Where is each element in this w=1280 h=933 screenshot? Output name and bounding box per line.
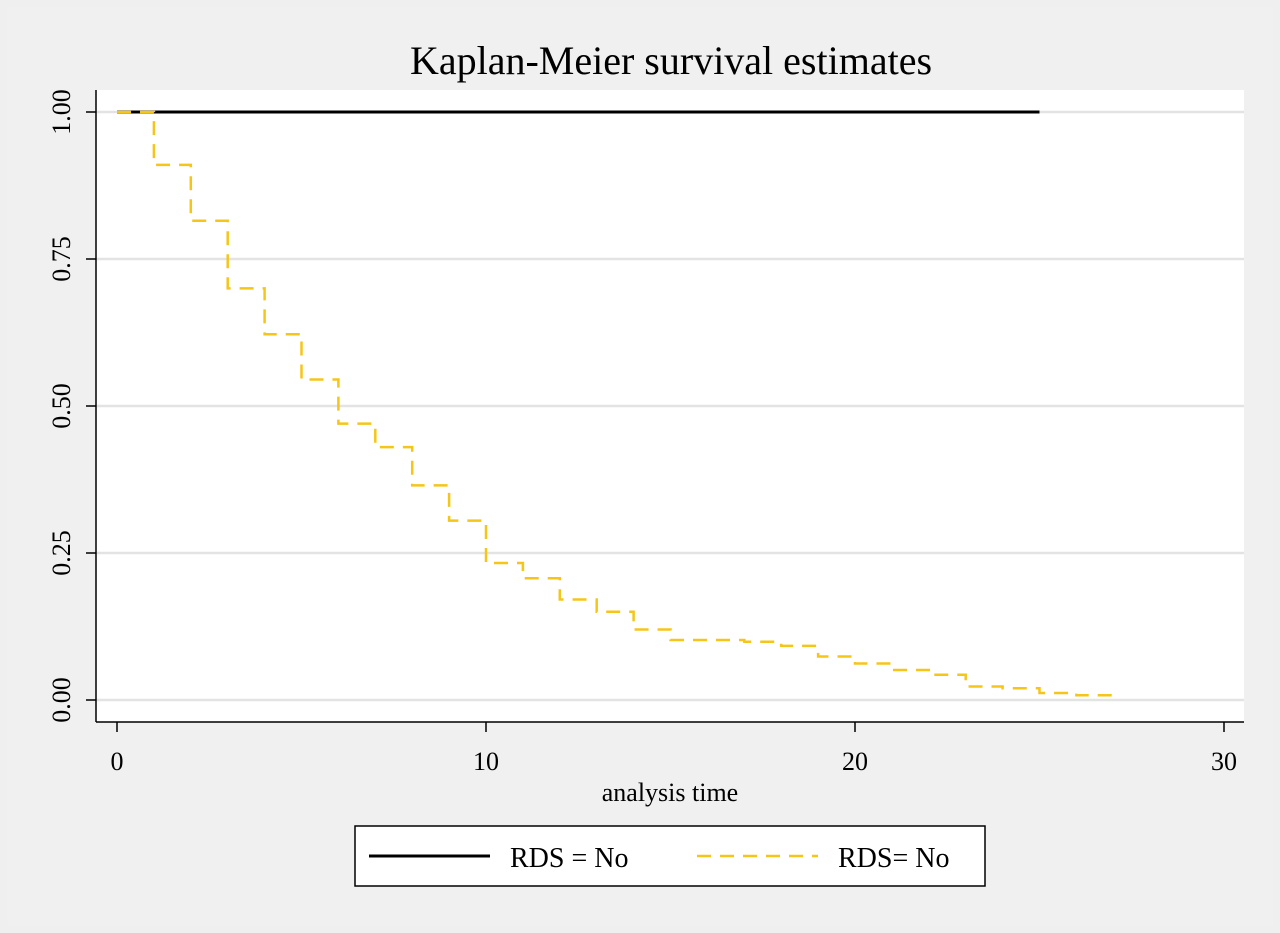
y-tick-label-0: 0.00 (47, 677, 76, 723)
x-tick-label-2: 20 (842, 747, 868, 776)
x-tick-label-0: 0 (111, 747, 124, 776)
x-tick-label-1: 10 (473, 747, 499, 776)
series-lines (117, 110, 1115, 700)
x-tick-label-3: 30 (1211, 747, 1237, 776)
y-tick-label-3: 0.75 (47, 236, 76, 282)
y-tick-label-1: 0.25 (47, 530, 76, 576)
y-tick-label-4: 1.00 (47, 89, 76, 135)
x-axis-label: analysis time (602, 778, 738, 807)
legend: RDS = No RDS= No (354, 825, 986, 887)
legend-label-series-1: RDS = No (510, 843, 628, 874)
chart-title: Kaplan-Meier survival estimates (410, 38, 932, 83)
series-line-2 (117, 110, 1115, 700)
axes: 0.00 0.25 0.50 0.75 1.00 0 10 20 30 (47, 89, 1244, 776)
y-tick-label-2: 0.50 (47, 383, 76, 429)
legend-label-series-2: RDS= No (838, 843, 949, 874)
